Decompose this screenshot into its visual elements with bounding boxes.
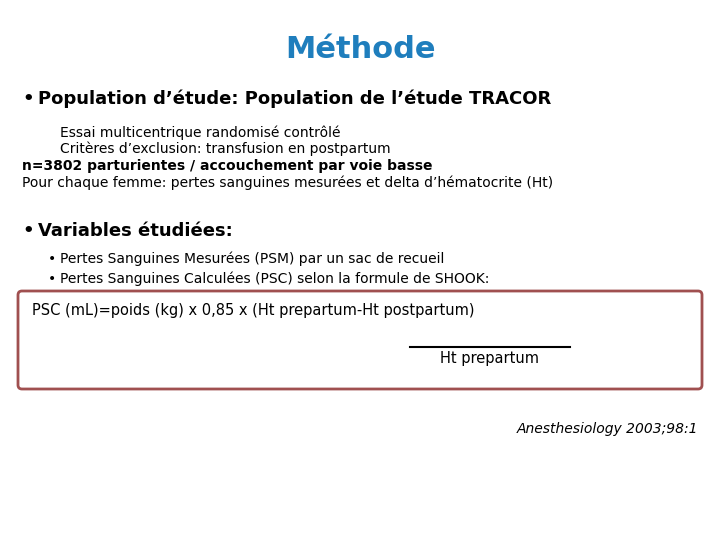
Text: Pertes Sanguines Mesurées (PSM) par un sac de recueil: Pertes Sanguines Mesurées (PSM) par un s… (60, 252, 444, 267)
Text: PSC (mL)=poids (kg) x 0,85 x (Ht prepartum-Ht postpartum): PSC (mL)=poids (kg) x 0,85 x (Ht prepart… (32, 303, 474, 318)
Text: n=3802 parturientes / accouchement par voie basse: n=3802 parturientes / accouchement par v… (22, 159, 433, 173)
FancyBboxPatch shape (18, 291, 702, 389)
Text: Population d’étude: Population de l’étude TRACOR: Population d’étude: Population de l’étud… (38, 90, 552, 109)
Text: Pertes Sanguines Calculées (PSC) selon la formule de SHOOK:: Pertes Sanguines Calculées (PSC) selon l… (60, 272, 490, 287)
Text: •: • (22, 90, 34, 108)
Text: Variables étudiées:: Variables étudiées: (38, 222, 233, 240)
Text: •: • (48, 272, 56, 286)
Text: Anesthesiology 2003;98:1: Anesthesiology 2003;98:1 (516, 422, 698, 436)
Text: •: • (22, 222, 34, 240)
Text: Critères d’exclusion: transfusion en postpartum: Critères d’exclusion: transfusion en pos… (60, 142, 391, 157)
Text: Ht prepartum: Ht prepartum (441, 351, 539, 366)
Text: Essai multicentrique randomisé contrôlé: Essai multicentrique randomisé contrôlé (60, 125, 341, 139)
Text: Méthode: Méthode (284, 35, 436, 64)
Text: •: • (48, 252, 56, 266)
Text: Pour chaque femme: pertes sanguines mesurées et delta d’hématocrite (Ht): Pour chaque femme: pertes sanguines mesu… (22, 176, 553, 191)
